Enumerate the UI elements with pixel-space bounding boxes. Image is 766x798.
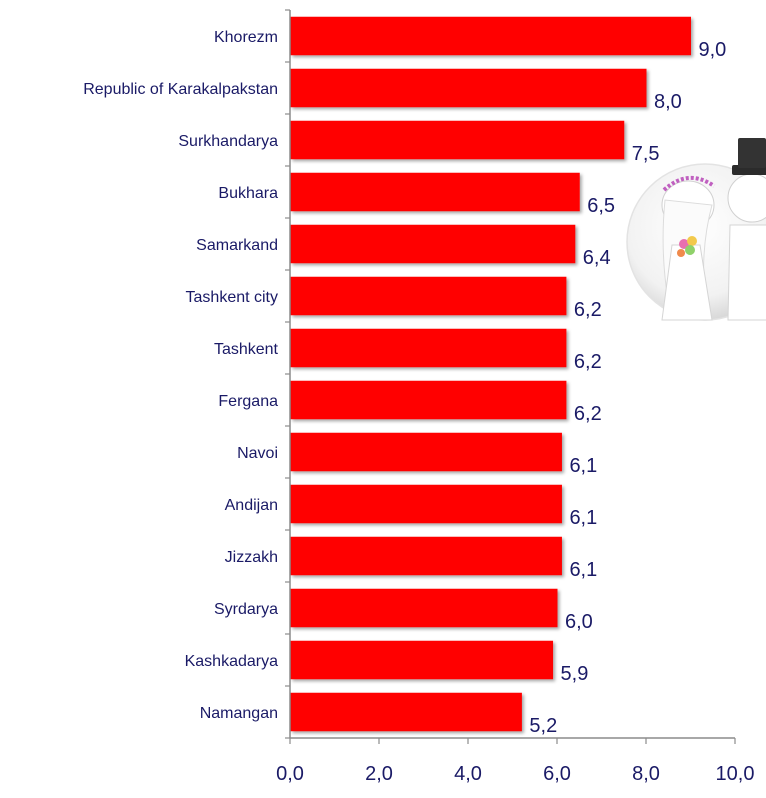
x-tick-label: 8,0 (632, 763, 660, 785)
category-label: Republic of Karakalpakstan (83, 81, 278, 98)
category-label: Andijan (225, 497, 278, 514)
data-label: 6,4 (583, 247, 611, 269)
data-label: 6,1 (569, 559, 597, 581)
category-label: Namangan (200, 705, 278, 722)
category-label: Syrdarya (214, 601, 278, 618)
category-label: Kashkadarya (185, 653, 278, 670)
wedding-couple-icon (626, 138, 766, 321)
bar-navoi (290, 432, 562, 472)
data-label: 6,2 (574, 351, 602, 373)
bar-khorezm (290, 16, 691, 56)
category-label: Surkhandarya (178, 133, 278, 150)
data-label: 6,5 (587, 195, 615, 217)
data-label: 9,0 (699, 39, 727, 61)
data-label: 6,2 (574, 403, 602, 425)
data-label: 6,0 (565, 611, 593, 633)
x-tick-label: 0,0 (276, 763, 304, 785)
category-label: Khorezm (214, 29, 278, 46)
category-label: Bukhara (218, 185, 278, 202)
bar-bukhara (290, 172, 580, 212)
data-label: 5,9 (561, 663, 589, 685)
category-label: Tashkent city (186, 289, 278, 306)
bar-syrdarya (290, 588, 558, 628)
bar-tashkent (290, 328, 567, 368)
bar-namangan (290, 692, 522, 732)
x-tick-label: 6,0 (543, 763, 571, 785)
data-label: 6,2 (574, 299, 602, 321)
category-label: Tashkent (214, 341, 279, 358)
x-tick-label: 4,0 (454, 763, 482, 785)
bar-surkhandarya (290, 120, 625, 160)
data-label: 6,1 (569, 507, 597, 529)
bar-tashkent-city (290, 276, 567, 316)
category-label: Samarkand (196, 237, 278, 254)
data-label: 5,2 (529, 715, 557, 737)
x-tick-label: 2,0 (365, 763, 393, 785)
data-label: 8,0 (654, 91, 682, 113)
bar-samarkand (290, 224, 576, 264)
bar-jizzakh (290, 536, 562, 576)
bar-andijan (290, 484, 562, 524)
category-label: Fergana (218, 393, 278, 410)
data-label: 7,5 (632, 143, 660, 165)
bar-kashkadarya (290, 640, 554, 680)
x-tick-label: 10,0 (716, 763, 755, 785)
data-label: 6,1 (569, 455, 597, 477)
category-label: Navoi (237, 445, 278, 462)
category-label: Jizzakh (225, 549, 278, 566)
bar-fergana (290, 380, 567, 420)
bar-republic-of-karakalpakstan (290, 68, 647, 108)
